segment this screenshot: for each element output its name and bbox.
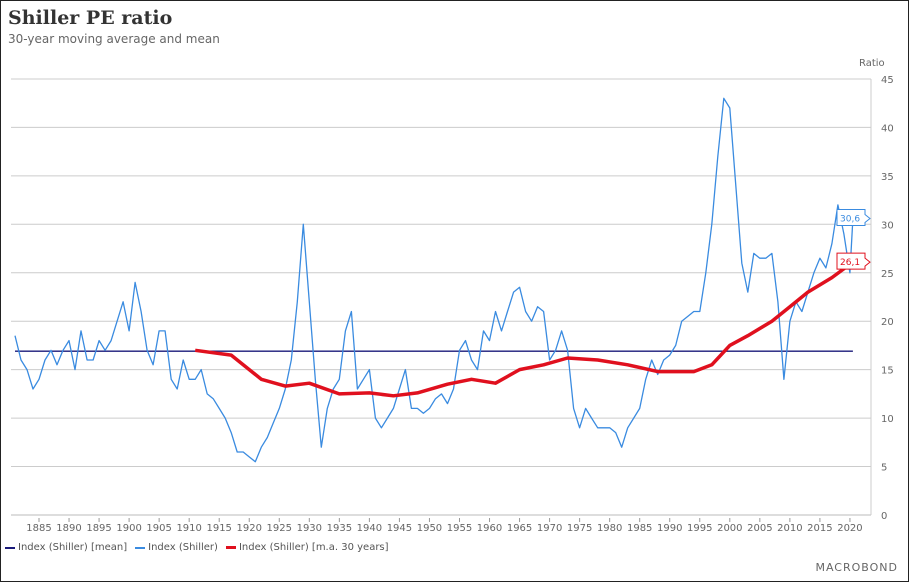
y-tick-label: 20	[881, 317, 894, 328]
value-flag-text: 30,6	[840, 214, 860, 224]
y-tick-label: 15	[881, 366, 894, 377]
x-tick-label: 1940	[357, 523, 382, 534]
x-tick-label: 1885	[26, 523, 51, 534]
x-tick-label: 1955	[447, 523, 472, 534]
x-tick-label: 1930	[297, 523, 322, 534]
x-tick-label: 1895	[86, 523, 111, 534]
x-tick-label: 2005	[747, 523, 772, 534]
last-value-label: 30,6	[836, 208, 871, 226]
value-flag	[836, 252, 871, 270]
last-value-label: 26,1	[836, 252, 871, 270]
macrobond-logo: MACROBOND	[815, 561, 898, 574]
x-tick-label: 1950	[417, 523, 442, 534]
value-flag	[836, 208, 871, 226]
x-tick-label: 1920	[237, 523, 262, 534]
legend-swatch	[135, 546, 146, 549]
x-tick-label: 1975	[567, 523, 592, 534]
x-tick-label: 2000	[717, 523, 742, 534]
legend-item: Index (Shiller) [m.a. 30 years]	[225, 542, 389, 553]
legend: Index (Shiller) [mean] Index (Shiller) Ind…	[5, 542, 389, 553]
y-tick-label: 40	[881, 123, 894, 134]
legend-label: Index (Shiller) [m.a. 30 years]	[238, 542, 389, 553]
x-tick-label: 1990	[657, 523, 682, 534]
legend-item: Index (Shiller)	[135, 542, 218, 553]
legend-label: Index (Shiller)	[148, 542, 218, 553]
x-tick-label: 1925	[267, 523, 292, 534]
legend-swatch	[225, 546, 236, 549]
x-tick-label: 1935	[327, 523, 352, 534]
x-tick-label: 2015	[807, 523, 832, 534]
x-tick-label: 2010	[777, 523, 802, 534]
x-tick-label: 1890	[56, 523, 81, 534]
chart-subtitle: 30-year moving average and mean	[8, 32, 220, 46]
legend-item: Index (Shiller) [mean]	[5, 542, 127, 553]
y-tick-label: 45	[881, 75, 894, 86]
y-axis-label: Ratio	[859, 58, 885, 69]
y-tick-label: 35	[881, 172, 894, 183]
legend-label: Index (Shiller) [mean]	[18, 542, 128, 553]
chart-title: Shiller PE ratio	[8, 7, 173, 29]
x-tick-label: 1960	[477, 523, 502, 534]
x-tick-label: 2020	[837, 523, 862, 534]
series-line-2	[194, 260, 854, 398]
x-tick-label: 1965	[507, 523, 532, 534]
y-tick-label: 0	[881, 511, 887, 522]
x-tick-label: 1905	[146, 523, 171, 534]
x-tick-label: 1970	[537, 523, 562, 534]
y-tick-label: 10	[881, 414, 894, 425]
x-tick-label: 1915	[206, 523, 231, 534]
x-tick-label: 1985	[627, 523, 652, 534]
y-tick-label: 5	[881, 463, 887, 474]
value-flag-text: 26,1	[840, 258, 860, 268]
x-tick-label: 1995	[687, 523, 712, 534]
x-tick-label: 1910	[176, 523, 201, 534]
x-tick-label: 1900	[116, 523, 141, 534]
x-tick-label: 1945	[387, 523, 412, 534]
legend-swatch	[5, 546, 15, 549]
y-tick-label: 30	[881, 220, 894, 231]
y-tick-label: 25	[881, 269, 894, 280]
x-tick-label: 1980	[597, 523, 622, 534]
series-line-1	[14, 97, 854, 463]
